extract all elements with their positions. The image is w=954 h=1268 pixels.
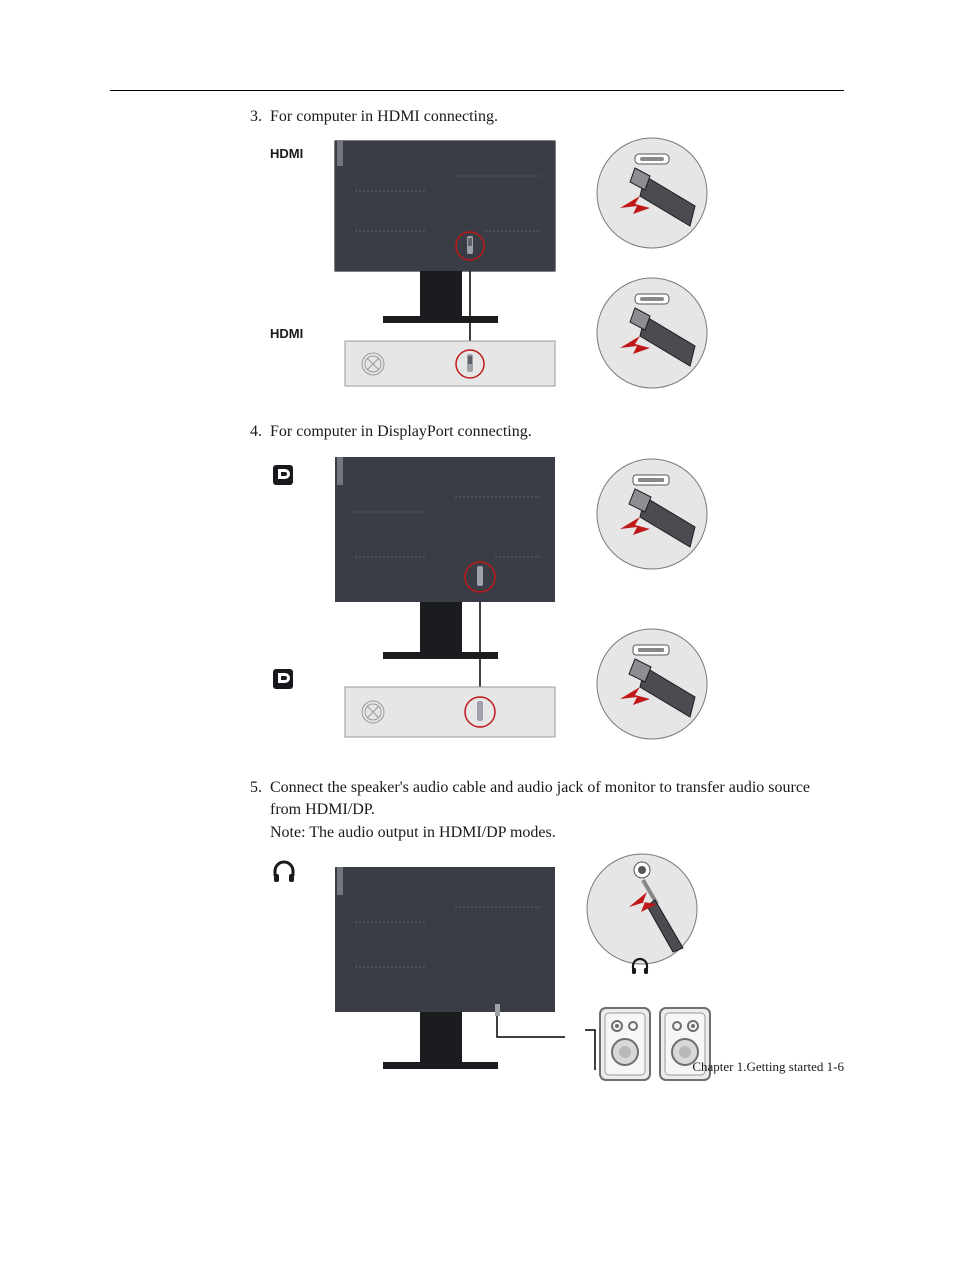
hdmi-plug-closeup-2 xyxy=(595,276,710,391)
page-footer: Chapter 1.Getting started 1-6 xyxy=(692,1059,844,1075)
dp-plug-closeup-2 xyxy=(595,627,710,742)
headphone-icon xyxy=(270,857,325,888)
audio-jack-closeup xyxy=(585,852,700,982)
step-5: 5. Connect the speaker's audio cable and… xyxy=(110,777,844,1090)
step-5-note: Note: The audio output in HDMI/DP modes. xyxy=(270,824,556,841)
hdmi-label: HDMI xyxy=(270,326,325,341)
displayport-icon xyxy=(270,666,325,695)
step-number: 4. xyxy=(250,421,270,443)
manual-page: 3. For computer in HDMI connecting. HDMI… xyxy=(0,0,954,1155)
speakers-diagram xyxy=(585,1000,725,1090)
displayport-monitor-diagram xyxy=(325,452,565,752)
audio-monitor-diagram xyxy=(325,852,565,1082)
dp-plug-closeup-1 xyxy=(595,457,710,572)
step-5-main-text: Connect the speaker's audio cable and au… xyxy=(270,779,810,818)
hdmi-label: HDMI xyxy=(270,146,325,161)
step-text: Connect the speaker's audio cable and au… xyxy=(270,777,844,844)
hdmi-plug-closeup-1 xyxy=(595,136,710,251)
step-text: For computer in HDMI connecting. xyxy=(270,106,844,128)
hdmi-monitor-diagram xyxy=(325,136,565,396)
top-rule xyxy=(110,90,844,91)
step-3: 3. For computer in HDMI connecting. HDMI… xyxy=(110,106,844,396)
step-number: 5. xyxy=(250,777,270,844)
step-4: 4. For computer in DisplayPort connectin… xyxy=(110,421,844,751)
step-number: 3. xyxy=(250,106,270,128)
step-text: For computer in DisplayPort connecting. xyxy=(270,421,844,443)
displayport-icon xyxy=(270,462,325,491)
